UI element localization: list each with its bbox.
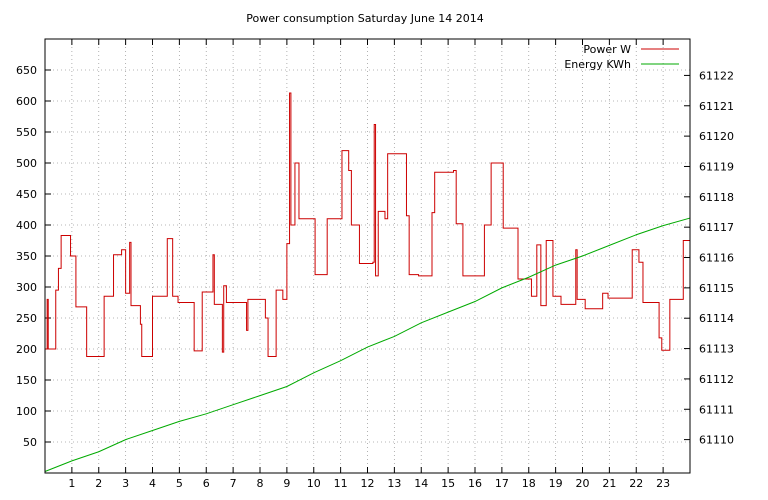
y2-tick-label: 61115 (699, 282, 734, 295)
x-tick-label: 20 (576, 477, 590, 490)
x-tick-label: 11 (334, 477, 348, 490)
y-tick-label: 650 (16, 64, 37, 77)
plot-frame (44, 38, 691, 474)
x-tick-label: 12 (361, 477, 375, 490)
y2-tick-label: 61111 (699, 403, 734, 416)
y-tick-label: 600 (16, 95, 37, 108)
tick-labels: 1 2 3 4 5 6 7 8 9 10 11 12 13 14 15 16 17 18 19 20 21 22 23501… (16, 64, 734, 490)
x-tick-label: 5 (176, 477, 183, 490)
y2-tick-label: 61121 (699, 100, 734, 113)
x-tick-label: 23 (656, 477, 670, 490)
y-tick-label: 250 (16, 312, 37, 325)
x-tick-label: 7 (230, 477, 237, 490)
y-tick-label: 550 (16, 126, 37, 139)
energy-kwh-line (44, 217, 691, 472)
x-tick-label: 13 (387, 477, 401, 490)
legend-label-power-w: Power W (583, 43, 631, 56)
y2-tick-label: 61116 (699, 252, 734, 265)
y-tick-label: 500 (16, 157, 37, 170)
x-tick-label: 15 (441, 477, 455, 490)
x-tick-label: 3 (122, 477, 129, 490)
y2-tick-label: 61120 (699, 130, 734, 143)
y-tick-label: 200 (16, 343, 37, 356)
y2-tick-label: 61110 (699, 434, 734, 447)
x-tick-label: 10 (307, 477, 321, 490)
y-tick-label: 50 (23, 436, 37, 449)
chart-title: Power consumption Saturday June 14 2014 (246, 12, 483, 25)
x-tick-label: 9 (283, 477, 290, 490)
x-tick-label: 2 (95, 477, 102, 490)
y2-tick-label: 61114 (699, 312, 734, 325)
y2-tick-label: 61112 (699, 373, 734, 386)
y-tick-label: 450 (16, 188, 37, 201)
x-tick-label: 6 (203, 477, 210, 490)
x-tick-label: 21 (602, 477, 616, 490)
x-tick-label: 14 (414, 477, 428, 490)
y-tick-label: 400 (16, 219, 37, 232)
x-tick-label: 16 (468, 477, 482, 490)
power-w-line (45, 92, 690, 357)
x-tick-label: 4 (149, 477, 156, 490)
x-tick-label: 1 (68, 477, 75, 490)
x-tick-label: 17 (495, 477, 509, 490)
axis-ticks (45, 39, 690, 473)
y2-tick-label: 61122 (699, 69, 734, 82)
x-tick-label: 18 (522, 477, 536, 490)
x-tick-label: 22 (629, 477, 643, 490)
legend-label-energy-kwh: Energy KWh (564, 58, 631, 71)
y-tick-label: 300 (16, 281, 37, 294)
x-tick-label: 19 (549, 477, 563, 490)
series-lines (44, 92, 691, 472)
grid-lines (45, 39, 690, 473)
y2-tick-label: 61113 (699, 343, 734, 356)
y2-tick-label: 61117 (699, 221, 734, 234)
legend: Power W Energy KWh (564, 43, 679, 71)
y2-tick-label: 61119 (699, 160, 734, 173)
y-tick-label: 350 (16, 250, 37, 263)
y-tick-label: 100 (16, 405, 37, 418)
y-tick-label: 150 (16, 374, 37, 387)
x-tick-label: 8 (257, 477, 264, 490)
y2-tick-label: 61118 (699, 191, 734, 204)
